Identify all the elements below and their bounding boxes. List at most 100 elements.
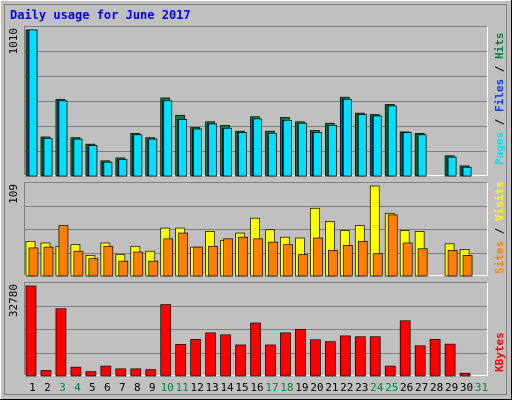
bar-sites (447, 250, 458, 277)
bar-sites (238, 236, 248, 277)
bar-pages (163, 100, 173, 177)
y-max-label: 1010 (7, 28, 20, 55)
bar-pages (447, 156, 457, 177)
bar-sites (223, 238, 233, 277)
bar-pages (283, 119, 292, 177)
bar-pages (402, 132, 412, 177)
bar-kbytes (70, 366, 82, 377)
bar-kbytes (115, 368, 127, 377)
bar-kbytes (414, 345, 426, 377)
x-tick-label: 5 (89, 381, 96, 394)
bar-kbytes (175, 344, 187, 377)
bar-sites (103, 245, 114, 277)
x-tick-label: 19 (295, 381, 308, 394)
bar-sites (402, 242, 413, 277)
bar-sites (462, 255, 473, 277)
x-tick-label: 10 (161, 381, 174, 394)
bar-kbytes (100, 365, 112, 377)
bar-pages (313, 132, 322, 177)
bar-pages (387, 105, 397, 177)
x-tick-label: 4 (74, 381, 81, 394)
bar-pages (372, 115, 382, 177)
legend-kbytes: KBytes (493, 332, 506, 372)
bar-sites (148, 260, 159, 277)
bar-sites (253, 238, 263, 277)
bar-kbytes (190, 339, 201, 377)
x-tick-label: 12 (191, 381, 204, 394)
panel-hits-files-pages: 1010 (7, 26, 488, 177)
legend-hits-files-pages: Pages / Files / Hits (493, 33, 506, 166)
bar-pages (253, 118, 262, 177)
bar-pages (178, 119, 188, 177)
bar-sites (342, 245, 353, 277)
x-tick-label: 20 (310, 381, 323, 394)
bar-kbytes (235, 344, 246, 377)
bar-sites (298, 254, 308, 277)
bar-pages (133, 134, 143, 177)
x-axis-day-labels: 1 2 3 4 5 6 7 8 9 10 11 12 13 14 15 16 17 18 19 20 21 22 23 24 2… (29, 381, 488, 394)
bar-pages (357, 114, 367, 177)
bar-kbytes (399, 320, 411, 377)
x-tick-label: 23 (355, 381, 368, 394)
bar-sites (58, 225, 69, 277)
bar-pages (148, 138, 158, 177)
bar-kbytes (429, 339, 441, 377)
x-tick-label: 18 (280, 381, 293, 394)
bar-kbytes (205, 332, 216, 377)
x-tick-label: 8 (134, 381, 141, 394)
bar-kbytes (250, 322, 261, 377)
bar-kbytes (85, 371, 97, 377)
bar-kbytes (310, 339, 321, 377)
bar-sites (372, 253, 383, 277)
x-tick-label: 28 (430, 381, 443, 394)
bar-sites (43, 246, 54, 277)
legends: Pages / Files / Hits Sites / Visits KBytes (493, 33, 506, 373)
x-tick-label: 7 (119, 381, 126, 394)
chart-title: Daily usage for June 2017 (10, 8, 191, 22)
bar-kbytes (25, 285, 37, 377)
legend-hits: Hits (493, 33, 506, 60)
bar-sites (73, 250, 84, 277)
bar-kbytes (130, 368, 142, 377)
bar-kbytes (265, 344, 276, 377)
bar-pages (268, 133, 277, 177)
x-tick-label: 3 (59, 381, 66, 394)
legend-pages: Pages (493, 132, 506, 165)
panel-kbytes: 32780 (7, 282, 488, 377)
bar-sites (193, 246, 203, 277)
bar-sites (417, 248, 428, 277)
x-tick-label: 30 (460, 381, 473, 394)
legend-sites: Sites (493, 241, 506, 274)
bar-sites (313, 237, 323, 277)
x-tick-label: 1 (29, 381, 36, 394)
x-tick-label: 26 (400, 381, 413, 394)
bar-kbytes (444, 343, 456, 377)
y-max-label: 32780 (7, 284, 20, 317)
bar-pages (28, 29, 38, 177)
x-tick-label: 17 (265, 381, 278, 394)
inner-frame (4, 4, 507, 395)
bar-pages (462, 166, 472, 177)
bar-kbytes (160, 304, 172, 377)
x-tick-label: 15 (235, 381, 248, 394)
x-tick-label: 9 (149, 381, 156, 394)
bar-sites (178, 232, 189, 277)
bar-sites (387, 214, 398, 277)
bar-sites (208, 245, 218, 277)
bar-pages (223, 127, 232, 177)
bar-pages (238, 132, 247, 177)
panel-visits-sites: 109 (7, 182, 488, 277)
bar-sites (163, 238, 174, 277)
bar-pages (88, 145, 98, 177)
bar-kbytes (295, 328, 306, 377)
legend-visits: Visits (493, 181, 506, 221)
bar-kbytes (145, 369, 157, 377)
bar-sites (118, 260, 129, 277)
bar-sites (28, 247, 39, 277)
bar-kbytes (40, 370, 52, 377)
x-tick-label: 29 (445, 381, 458, 394)
x-tick-label: 6 (104, 381, 111, 394)
bar-kbytes (325, 341, 336, 377)
bar-pages (417, 134, 427, 177)
